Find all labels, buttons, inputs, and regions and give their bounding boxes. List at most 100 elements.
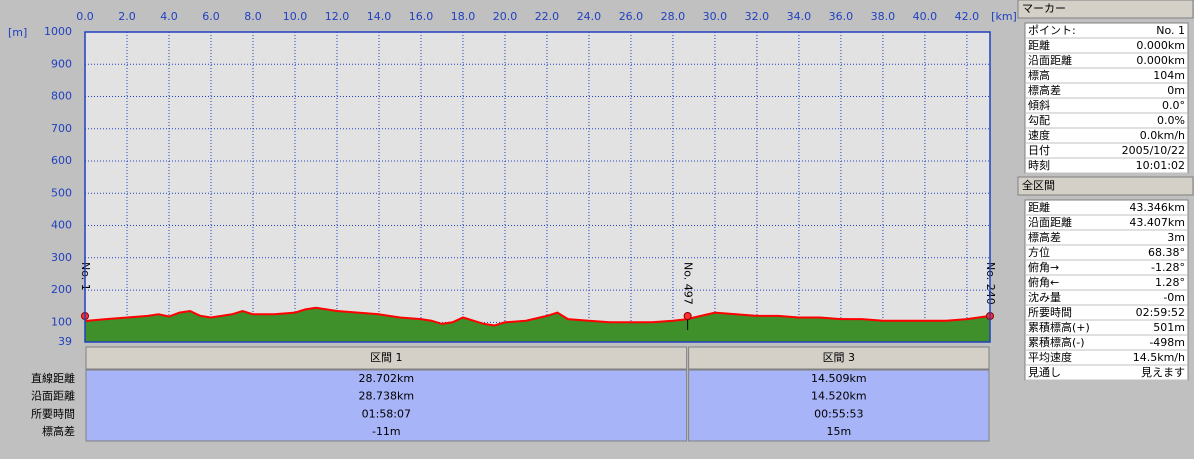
panel-header [1017,0,1194,19]
y-tick-label: 600 [51,154,72,167]
panel-value: 501m [1153,321,1185,334]
panel-value: 0.000km [1136,54,1185,67]
x-tick-label: 8.0 [244,10,262,23]
x-tick-label: 18.0 [451,10,476,23]
section-body [688,369,990,442]
panel-title: 全区間 [1022,178,1055,192]
section-header [688,346,990,370]
y-tick-label: 200 [51,283,72,296]
row-label: 沿面距離 [31,389,75,403]
y-unit: [m] [8,26,27,39]
x-tick-label: 12.0 [325,10,350,23]
marker-point [683,312,692,320]
panel-value: -1.28° [1151,261,1185,274]
panel-key: 累積標高(+) [1028,320,1090,334]
panel-value: 0.0% [1157,114,1185,127]
row-label: 直線距離 [31,371,75,385]
panel-key: 平均速度 [1028,350,1072,364]
section-header [85,346,688,370]
x-tick-label: 34.0 [787,10,812,23]
panel-value: 0.0° [1162,99,1185,112]
panel-key: 距離 [1028,200,1050,214]
panel-key: 勾配 [1028,114,1050,127]
panel-value: 14.5km/h [1133,351,1185,364]
x-tick-label: 0.0 [76,10,94,23]
x-tick-label: 28.0 [661,10,686,23]
panel-key: 見通し [1028,366,1061,379]
panel-key: 俯角→ [1028,260,1059,274]
x-tick-label: 40.0 [913,10,938,23]
x-tick-label: 16.0 [409,10,434,23]
x-tick-label: 10.0 [283,10,308,23]
panel-key: 沿面距離 [1028,53,1072,67]
panel-key: 傾斜 [1028,98,1050,112]
panel-value: 43.407km [1129,216,1185,229]
section-value: 28.738km [359,390,415,403]
panel-key: 標高差 [1028,230,1061,244]
panel-value: 43.346km [1129,201,1185,214]
section-value: 15m [826,425,851,438]
panel-key: 方位 [1028,245,1050,259]
x-tick-label: 36.0 [829,10,854,23]
y-tick-label: 1000 [44,25,72,38]
plot-border [84,31,991,343]
panel-value: 0m [1167,84,1185,97]
panel-header [1017,176,1194,196]
panel-key: 沿面距離 [1028,215,1072,229]
x-unit: [km] [991,10,1017,23]
panel-value: -0m [1163,291,1185,304]
panel-value: 68.38° [1148,246,1185,259]
y-tick-label: 100 [51,315,72,328]
panel-value: 1.28° [1155,276,1185,289]
section-table: 区間 1 28.702km 28.738km 01:58:07 -11m 区間 3 14.5… [31,346,990,442]
x-tick-label: 32.0 [745,10,770,23]
panel-key: 標高 [1028,68,1050,82]
route-line [84,306,991,327]
plot: No. 1 No. 497 No. 240 [79,31,997,343]
marker-label: No. 497 [682,262,695,305]
panel-key: 日付 [1028,144,1050,157]
row-label: 所要時間 [31,407,75,420]
y-tick-label: 400 [51,219,72,232]
x-tick-label: 30.0 [703,10,728,23]
section-value: 28.702km [359,372,415,385]
plot-area [85,32,990,342]
y-tick-label: 300 [51,251,72,264]
panel-key: 距離 [1028,38,1050,52]
panel-value: -498m [1149,336,1185,349]
x-tick-label: 14.0 [367,10,392,23]
y-tick-label: 500 [51,186,72,199]
panel-title: マーカー [1022,2,1066,15]
x-tick-label: 38.0 [871,10,896,23]
panel-key: 沈み量 [1028,290,1061,304]
panel-key: ポイント: [1028,24,1076,37]
panel-value: 見えます [1141,366,1185,379]
panel-value: No. 1 [1156,24,1185,37]
x-tick-label: 6.0 [202,10,220,23]
panel-value: 02:59:52 [1136,306,1185,319]
x-tick-label: 26.0 [619,10,644,23]
y-tick-label: 39 [58,335,72,348]
x-tick-label: 20.0 [493,10,518,23]
section-value: -11m [372,425,401,438]
panel-value: 104m [1153,69,1185,82]
x-tick-label: 42.0 [955,10,980,23]
y-tick-label: 700 [51,122,72,135]
x-tick-label: 22.0 [535,10,560,23]
panel-key: 時刻 [1028,158,1050,172]
x-tick-label: 4.0 [160,10,178,23]
section-value: 01:58:07 [362,407,411,420]
panel-key: 速度 [1028,128,1050,142]
section-title: 区間 1 [370,351,403,364]
panel-key: 標高差 [1028,83,1061,97]
panel-value: 0.000km [1136,39,1185,52]
section-title: 区間 3 [823,351,856,364]
panel-key: 累積標高(-) [1028,335,1085,349]
panel-value: 0.0km/h [1140,129,1185,142]
section-value: 00:55:53 [814,407,863,420]
panel-value: 2005/10/22 [1122,144,1185,157]
section-body [85,369,688,442]
